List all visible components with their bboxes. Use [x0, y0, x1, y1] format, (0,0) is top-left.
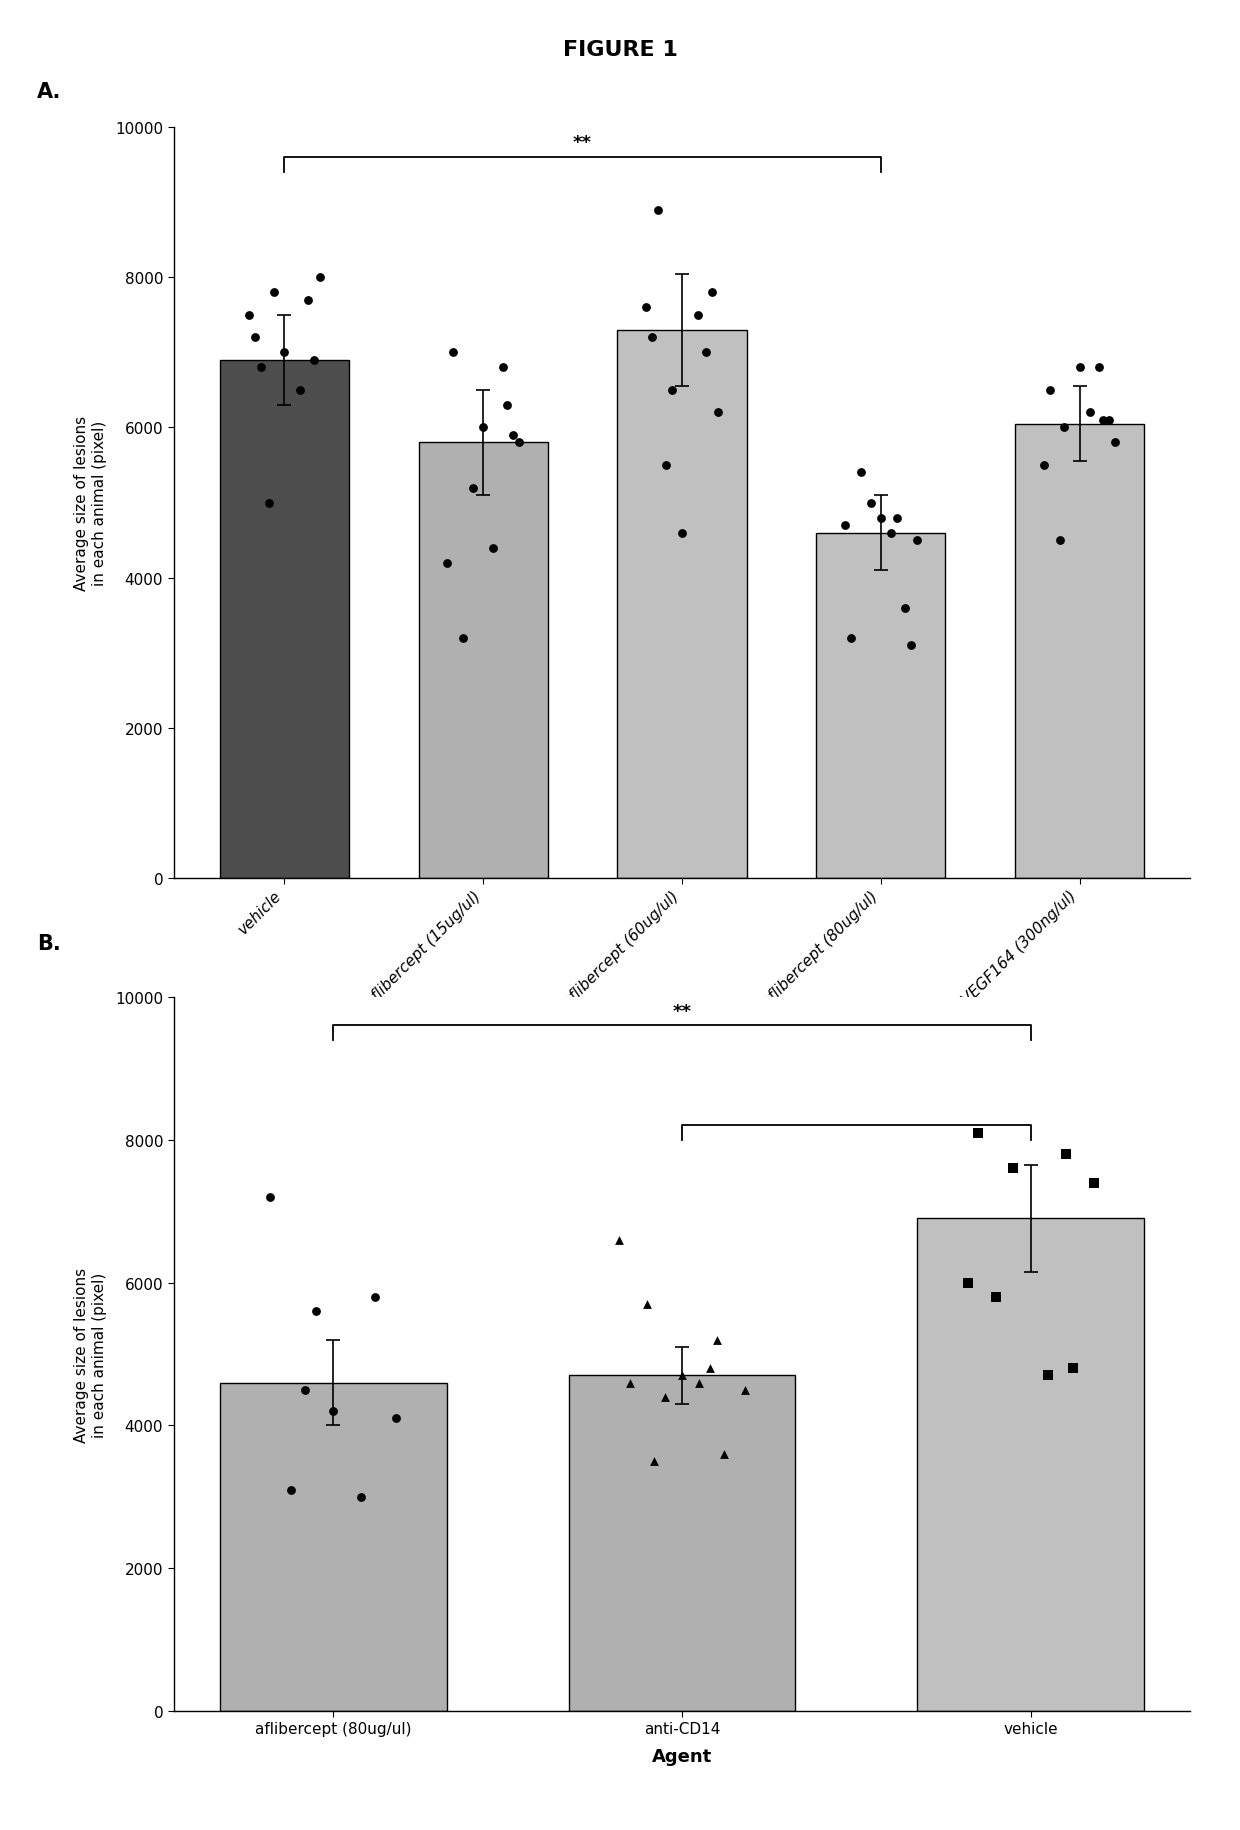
Point — [1094, 406, 1114, 436]
Point — [696, 339, 715, 368]
Text: B.: B. — [37, 933, 61, 953]
Point — [464, 474, 484, 503]
Point — [244, 324, 264, 353]
Point — [649, 196, 668, 225]
Point — [274, 339, 294, 368]
Point — [672, 518, 692, 547]
Point — [620, 1369, 640, 1398]
Point — [497, 392, 517, 421]
Point — [484, 534, 503, 564]
Point — [1084, 1168, 1104, 1197]
Point — [880, 518, 900, 547]
Point — [310, 264, 330, 293]
Point — [444, 339, 464, 368]
Point — [707, 1325, 727, 1354]
Point — [689, 1369, 709, 1398]
Point — [295, 1376, 315, 1405]
Point — [259, 489, 279, 518]
Point — [260, 1182, 280, 1211]
Point — [454, 624, 474, 653]
Point — [656, 450, 676, 479]
Point — [835, 511, 854, 540]
Point — [1100, 406, 1120, 436]
Point — [386, 1404, 405, 1433]
Point — [239, 302, 259, 331]
Point — [841, 624, 861, 653]
Point — [1034, 450, 1054, 479]
Bar — [219, 1383, 446, 1711]
Point — [1003, 1155, 1023, 1184]
Point — [494, 353, 513, 382]
Point — [672, 1362, 692, 1391]
Point — [637, 1290, 657, 1319]
Point — [906, 527, 926, 556]
Point — [503, 421, 523, 450]
Point — [959, 1268, 978, 1297]
Point — [887, 503, 906, 533]
Point — [851, 459, 870, 489]
Point — [895, 593, 915, 622]
Point — [365, 1283, 384, 1312]
Point — [708, 399, 728, 428]
Point — [986, 1283, 1006, 1312]
Y-axis label: Average size of lesions
in each animal (pixel): Average size of lesions in each animal (… — [74, 1266, 107, 1442]
Point — [642, 324, 662, 353]
Point — [1070, 353, 1090, 382]
Point — [1054, 414, 1074, 443]
Point — [701, 1354, 720, 1383]
Y-axis label: Average size of lesions
in each animal (pixel): Average size of lesions in each animal (… — [74, 415, 107, 591]
Point — [438, 549, 458, 578]
Point — [1038, 1362, 1058, 1391]
Point — [250, 353, 270, 382]
Point — [968, 1118, 988, 1147]
Point — [900, 631, 920, 661]
Text: **: ** — [573, 134, 593, 152]
X-axis label: Agent: Agent — [652, 1748, 712, 1764]
Bar — [816, 533, 945, 878]
Point — [264, 278, 284, 307]
Point — [1040, 377, 1060, 406]
Point — [662, 377, 682, 406]
Point — [688, 302, 708, 331]
Text: FIGURE 1: FIGURE 1 — [563, 40, 677, 60]
Point — [1055, 1140, 1075, 1169]
Point — [1090, 353, 1110, 382]
Bar — [1016, 425, 1145, 878]
Point — [636, 293, 656, 322]
Point — [1050, 527, 1070, 556]
Bar — [219, 361, 348, 878]
Point — [1105, 428, 1125, 458]
Point — [281, 1475, 301, 1504]
Point — [1063, 1354, 1083, 1383]
Point — [861, 489, 880, 518]
Point — [735, 1376, 755, 1405]
Point — [351, 1482, 371, 1512]
Point — [299, 285, 319, 315]
Bar — [419, 443, 548, 878]
Point — [714, 1440, 734, 1469]
X-axis label: Agent: Agent — [652, 1043, 712, 1061]
Point — [510, 428, 529, 458]
Point — [474, 414, 494, 443]
Point — [290, 377, 310, 406]
Point — [306, 1297, 326, 1327]
Point — [870, 503, 890, 533]
Bar — [618, 331, 746, 878]
Point — [304, 346, 324, 375]
Point — [324, 1396, 343, 1426]
Point — [609, 1226, 629, 1255]
Point — [655, 1382, 675, 1411]
Text: **: ** — [672, 1003, 692, 1019]
Point — [702, 278, 722, 307]
Bar — [918, 1219, 1145, 1711]
Point — [644, 1446, 663, 1475]
Text: A.: A. — [37, 82, 62, 102]
Bar — [569, 1376, 795, 1711]
Point — [1080, 399, 1100, 428]
